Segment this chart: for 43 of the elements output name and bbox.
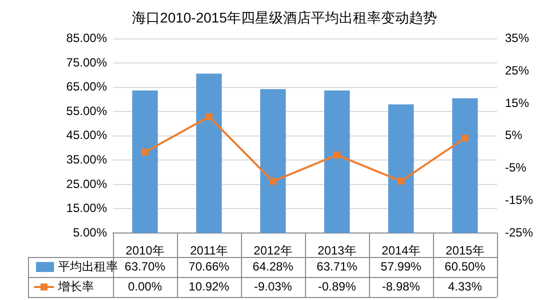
y-tick-label: 25.00% bbox=[66, 176, 108, 191]
x-tick-label: 2014年 bbox=[382, 244, 420, 258]
data-label: 4.33% bbox=[448, 279, 482, 294]
y-tick-label: 5.00% bbox=[72, 225, 108, 240]
point bbox=[270, 178, 276, 185]
point bbox=[334, 151, 340, 158]
y-tick-label: 35.00% bbox=[66, 152, 108, 166]
y2-tick-label: -15% bbox=[504, 192, 534, 207]
point bbox=[398, 178, 404, 185]
data-label: 60.50% bbox=[444, 259, 486, 274]
y2-tick-label: -25% bbox=[504, 225, 534, 240]
x-tick-label: 2012年 bbox=[254, 244, 292, 258]
y2-tick-label: 35% bbox=[504, 31, 530, 46]
chart-title: 海口2010-2015年四星级酒店平均出租率变动趋势 bbox=[132, 9, 437, 26]
point bbox=[206, 113, 212, 120]
x-tick-label: 2013年 bbox=[318, 244, 356, 258]
y-tick-label: 85.00% bbox=[66, 31, 108, 46]
y-tick-label: 75.00% bbox=[66, 55, 108, 70]
data-label: 63.70% bbox=[124, 259, 166, 274]
x-tick-label: 2015年 bbox=[446, 244, 484, 258]
legend-label: 平均出租率 bbox=[58, 259, 118, 274]
point bbox=[142, 148, 148, 156]
data-label: 57.99% bbox=[380, 259, 422, 274]
legend-label: 增长率 bbox=[57, 279, 94, 294]
x-tick-label: 2010年 bbox=[126, 244, 164, 258]
y2-tick-label: -5% bbox=[504, 160, 527, 175]
data-label: -0.89% bbox=[318, 279, 356, 294]
y-tick-label: 55.00% bbox=[66, 104, 108, 118]
data-label: 0.00% bbox=[128, 279, 162, 294]
data-label: 10.92% bbox=[188, 279, 230, 294]
y2-tick-label: 15% bbox=[504, 96, 530, 110]
data-label: -9.03% bbox=[254, 279, 292, 294]
point bbox=[462, 134, 468, 142]
y-tick-label: 45.00% bbox=[66, 128, 108, 142]
y-tick-label: 65.00% bbox=[66, 80, 108, 94]
data-label: -8.98% bbox=[382, 279, 420, 294]
y-tick-label: 15.00% bbox=[66, 201, 108, 216]
y2-tick-label: 25% bbox=[504, 63, 530, 78]
data-label: 70.66% bbox=[188, 259, 230, 274]
x-tick-label: 2011年 bbox=[190, 244, 228, 258]
data-label: 63.71% bbox=[316, 259, 358, 274]
y2-tick-label: 5% bbox=[504, 128, 523, 142]
data-label: 64.28% bbox=[252, 259, 294, 274]
